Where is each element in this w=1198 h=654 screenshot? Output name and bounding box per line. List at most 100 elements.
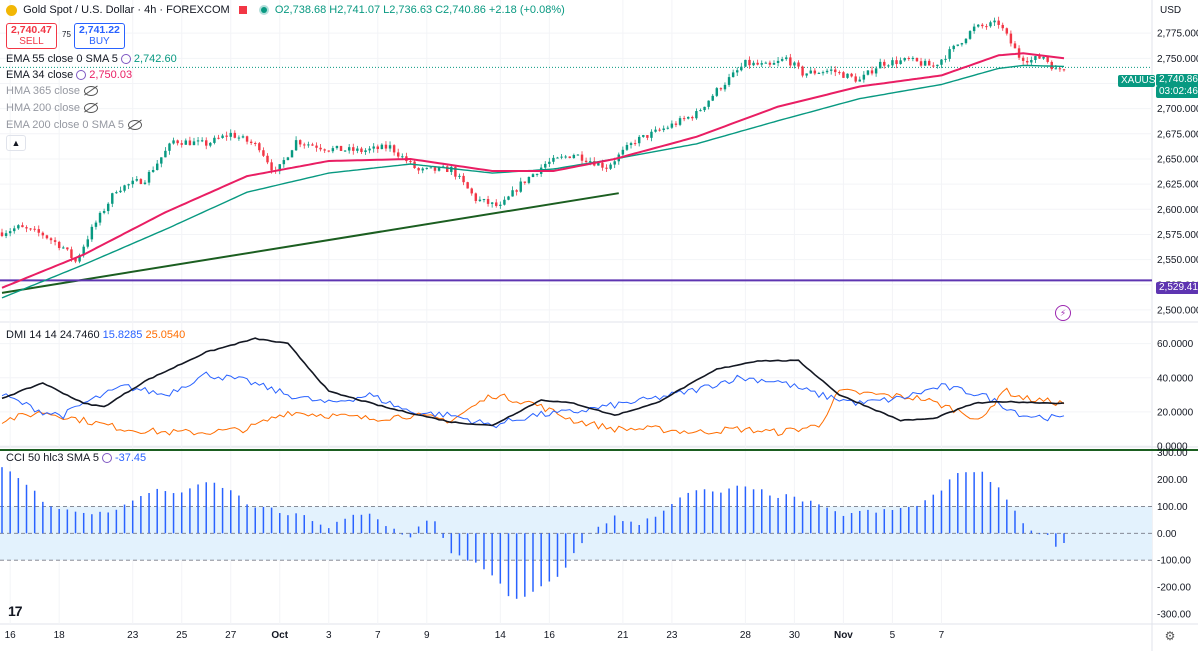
ema34-legend[interactable]: EMA 34 close 2,750.03 [6, 68, 132, 82]
candle-body[interactable] [727, 77, 731, 85]
candle-body[interactable] [343, 150, 347, 152]
sell-button[interactable]: 2,740.47 SELL [6, 23, 57, 49]
candle-body[interactable] [303, 144, 306, 146]
candle-body[interactable] [686, 116, 690, 119]
candle-body[interactable] [511, 190, 514, 197]
hidden-eye-icon[interactable] [128, 120, 143, 131]
candle-body[interactable] [866, 70, 870, 75]
candle-body[interactable] [829, 69, 833, 71]
candle-body[interactable] [1030, 59, 1033, 63]
candle-body[interactable] [613, 161, 616, 165]
candle-body[interactable] [1054, 68, 1058, 70]
candle-body[interactable] [821, 72, 825, 74]
candle-body[interactable] [474, 193, 478, 201]
candle-body[interactable] [768, 62, 772, 65]
candle-body[interactable] [825, 70, 829, 73]
candle-body[interactable] [323, 149, 326, 151]
candle-body[interactable] [425, 167, 429, 169]
candle-body[interactable] [90, 226, 94, 240]
candle-body[interactable] [229, 132, 232, 137]
candle-body[interactable] [977, 24, 980, 27]
candle-body[interactable] [78, 255, 81, 262]
candle-body[interactable] [523, 181, 527, 183]
candle-body[interactable] [801, 66, 804, 76]
candle-body[interactable] [139, 179, 143, 184]
candle-body[interactable] [531, 174, 535, 178]
candle-body[interactable] [625, 145, 629, 150]
candle-body[interactable] [184, 140, 188, 145]
candle-body[interactable] [188, 140, 192, 146]
candle-body[interactable] [205, 140, 208, 146]
candle-body[interactable] [401, 156, 404, 158]
candle-body[interactable] [834, 69, 837, 73]
candle-body[interactable] [793, 62, 796, 66]
candle-body[interactable] [703, 106, 706, 111]
price-pane[interactable] [0, 16, 1152, 299]
candle-body[interactable] [13, 228, 16, 232]
candle-body[interactable] [57, 241, 61, 249]
candle-body[interactable] [899, 60, 902, 65]
candle-body[interactable] [895, 60, 898, 65]
candle-body[interactable] [102, 211, 106, 213]
candle-body[interactable] [862, 74, 866, 80]
candle-body[interactable] [1009, 33, 1013, 44]
candle-body[interactable] [221, 135, 224, 138]
candle-body[interactable] [629, 143, 633, 146]
candle-body[interactable] [339, 145, 343, 151]
candle-body[interactable] [601, 162, 604, 168]
candle-body[interactable] [756, 62, 759, 65]
candle-body[interactable] [127, 184, 130, 186]
candle-body[interactable] [662, 128, 665, 131]
candle-body[interactable] [172, 140, 175, 144]
candle-body[interactable] [429, 167, 433, 169]
candle-body[interactable] [723, 84, 727, 90]
candle-body[interactable] [588, 161, 592, 163]
candle-body[interactable] [552, 157, 555, 162]
candle-body[interactable] [952, 45, 955, 50]
candle-body[interactable] [437, 166, 441, 171]
candle-body[interactable] [200, 140, 204, 142]
candle-body[interactable] [258, 143, 261, 151]
candle-body[interactable] [315, 145, 318, 148]
candle-body[interactable] [278, 164, 281, 172]
candle-body[interactable] [797, 62, 800, 67]
candle-body[interactable] [462, 175, 465, 183]
candle-body[interactable] [564, 156, 567, 158]
candle-body[interactable] [29, 228, 32, 230]
candle-body[interactable] [707, 100, 710, 107]
candle-body[interactable] [98, 212, 102, 223]
candle-body[interactable] [1042, 56, 1045, 59]
di-plus-line[interactable] [1, 371, 1065, 429]
candle-body[interactable] [944, 58, 947, 60]
candle-body[interactable] [368, 148, 371, 151]
candle-body[interactable] [535, 173, 539, 175]
flag-icon[interactable] [238, 6, 247, 15]
candle-body[interactable] [180, 143, 183, 145]
candle-body[interactable] [164, 150, 167, 158]
candle-body[interactable] [4, 233, 8, 236]
candle-body[interactable] [715, 88, 719, 96]
candle-body[interactable] [392, 145, 396, 153]
candle-body[interactable] [633, 143, 637, 145]
candle-body[interactable] [560, 156, 563, 158]
candle-body[interactable] [507, 196, 510, 200]
candle-body[interactable] [454, 166, 457, 177]
candle-body[interactable] [776, 60, 780, 64]
candle-body[interactable] [294, 140, 298, 151]
candle-body[interactable] [719, 88, 723, 90]
candle-body[interactable] [356, 148, 359, 151]
candle-body[interactable] [409, 161, 412, 163]
candle-body[interactable] [584, 160, 588, 163]
candle-body[interactable] [650, 131, 653, 138]
candle-body[interactable] [605, 167, 608, 169]
candle-body[interactable] [86, 239, 89, 247]
candle-body[interactable] [1034, 56, 1037, 60]
candle-body[interactable] [556, 157, 559, 159]
candle-body[interactable] [956, 44, 960, 46]
candle-body[interactable] [923, 60, 927, 66]
candle-body[interactable] [780, 59, 784, 61]
candle-body[interactable] [82, 246, 85, 256]
candle-body[interactable] [290, 150, 294, 158]
candle-body[interactable] [515, 190, 518, 192]
